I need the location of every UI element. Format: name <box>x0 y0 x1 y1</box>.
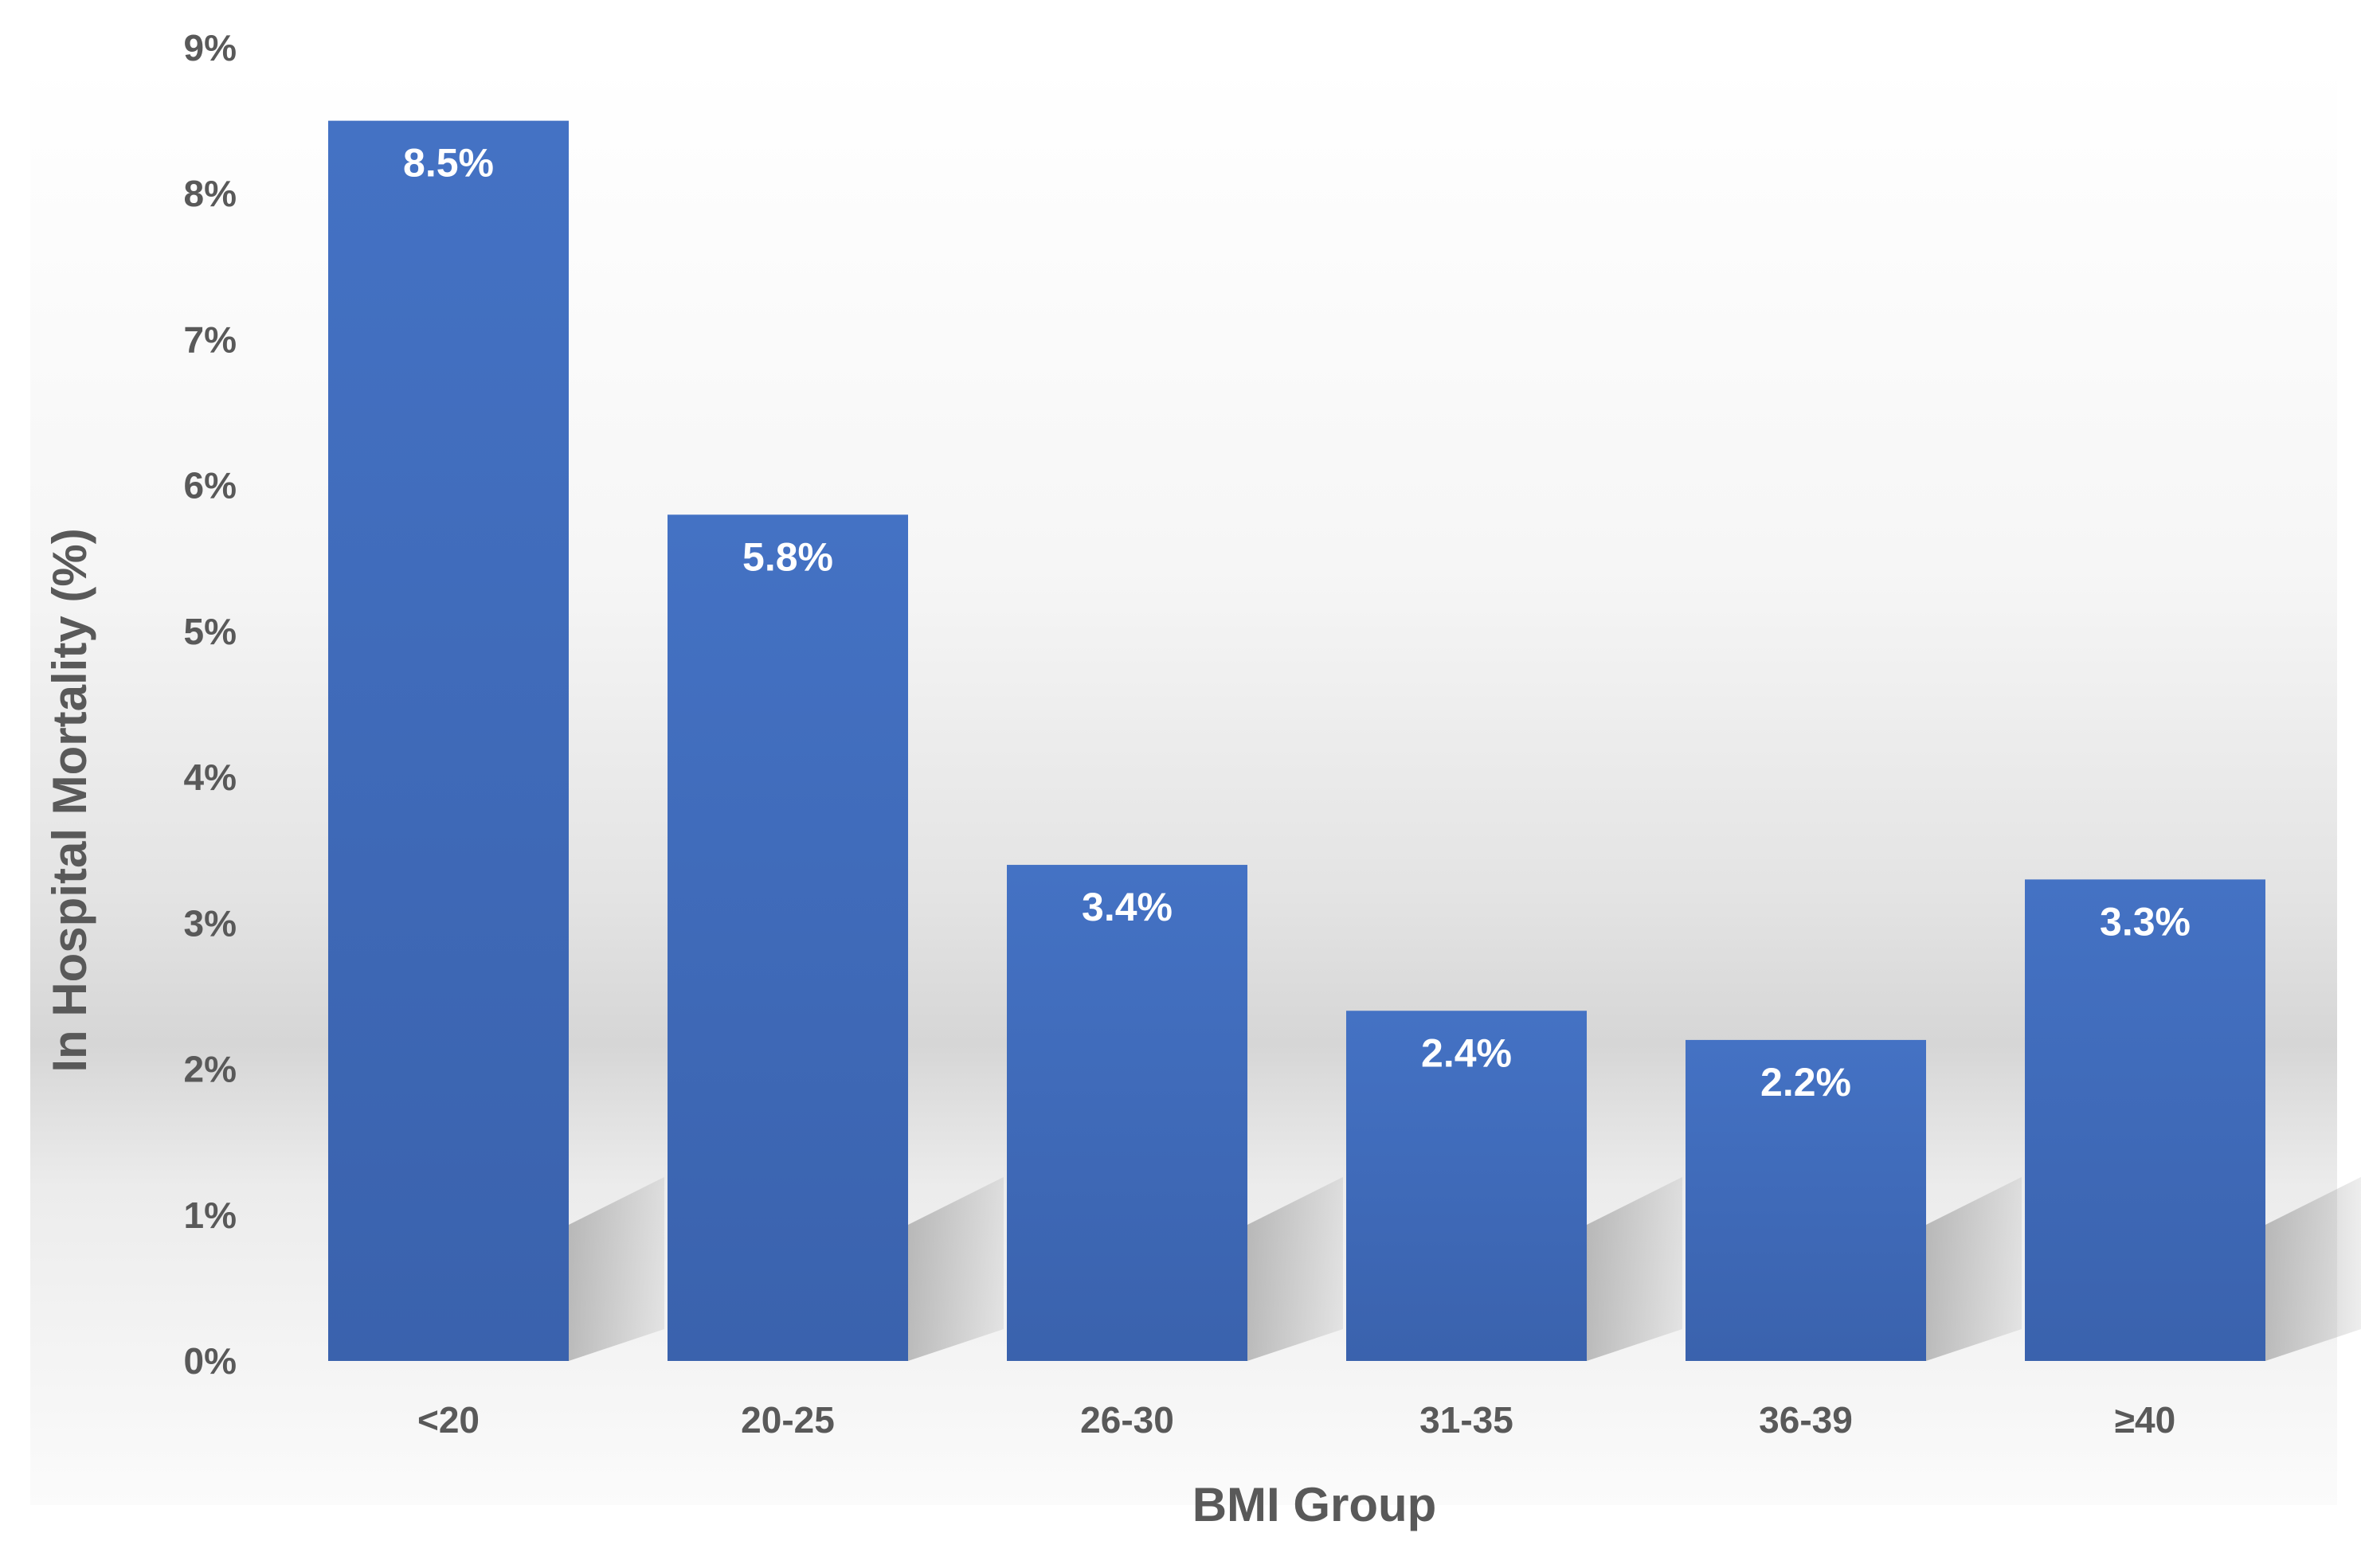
bar <box>1686 1039 1926 1361</box>
y-tick-label: 2% <box>184 1049 237 1090</box>
y-tick-label: 8% <box>184 173 237 214</box>
bars <box>328 120 2265 1362</box>
x-category-label: <20 <box>417 1399 480 1441</box>
y-tick-label: 4% <box>184 757 237 798</box>
x-axis-categories: <20 20-25 26-30 31-35 36-39 ≥40 <box>417 1399 2175 1441</box>
bar-shadow <box>908 1177 1004 1361</box>
y-tick-label: 6% <box>184 465 237 506</box>
bar-data-label: 5.8% <box>742 534 833 579</box>
x-category-label: 26-30 <box>1080 1399 1174 1441</box>
bar-data-label: 2.2% <box>1760 1060 1851 1105</box>
x-category-label: 31-35 <box>1419 1399 1513 1441</box>
bar <box>328 120 569 1362</box>
y-tick-label: 3% <box>184 902 237 944</box>
y-axis-title: In Hospital Mortality (%) <box>43 528 96 1072</box>
bar-data-label: 8.5% <box>403 141 494 186</box>
bar-data-label: 3.4% <box>1082 885 1173 929</box>
bar <box>2025 879 2265 1361</box>
y-tick-label: 9% <box>184 27 237 68</box>
bar-shadows <box>569 1177 2361 1361</box>
bar <box>668 514 908 1362</box>
bar <box>1346 1011 1587 1361</box>
bar-data-label: 3.3% <box>2100 899 2191 944</box>
x-category-label: ≥40 <box>2115 1399 2175 1441</box>
y-tick-label: 0% <box>184 1340 237 1382</box>
x-category-label: 36-39 <box>1759 1399 1853 1441</box>
y-axis-ticks: 0% 1% 2% 3% 4% 5% 6% 7% 8% 9% <box>184 27 237 1382</box>
bar-shadow <box>569 1177 664 1361</box>
bar-shadow <box>1926 1177 2022 1361</box>
y-tick-label: 5% <box>184 611 237 652</box>
data-labels: 8.5% 5.8% 3.4% 2.4% 2.2% 3.3% <box>403 141 2191 1105</box>
bar-data-label: 2.4% <box>1421 1030 1512 1075</box>
x-axis-title: BMI Group <box>1192 1478 1437 1531</box>
y-tick-label: 7% <box>184 319 237 360</box>
bar-shadow <box>1587 1177 1682 1361</box>
bar-shadow <box>2265 1177 2361 1361</box>
bar <box>1007 865 1247 1361</box>
bar-shadow <box>1247 1177 1343 1361</box>
x-category-label: 20-25 <box>741 1399 835 1441</box>
y-tick-label: 1% <box>184 1195 237 1236</box>
